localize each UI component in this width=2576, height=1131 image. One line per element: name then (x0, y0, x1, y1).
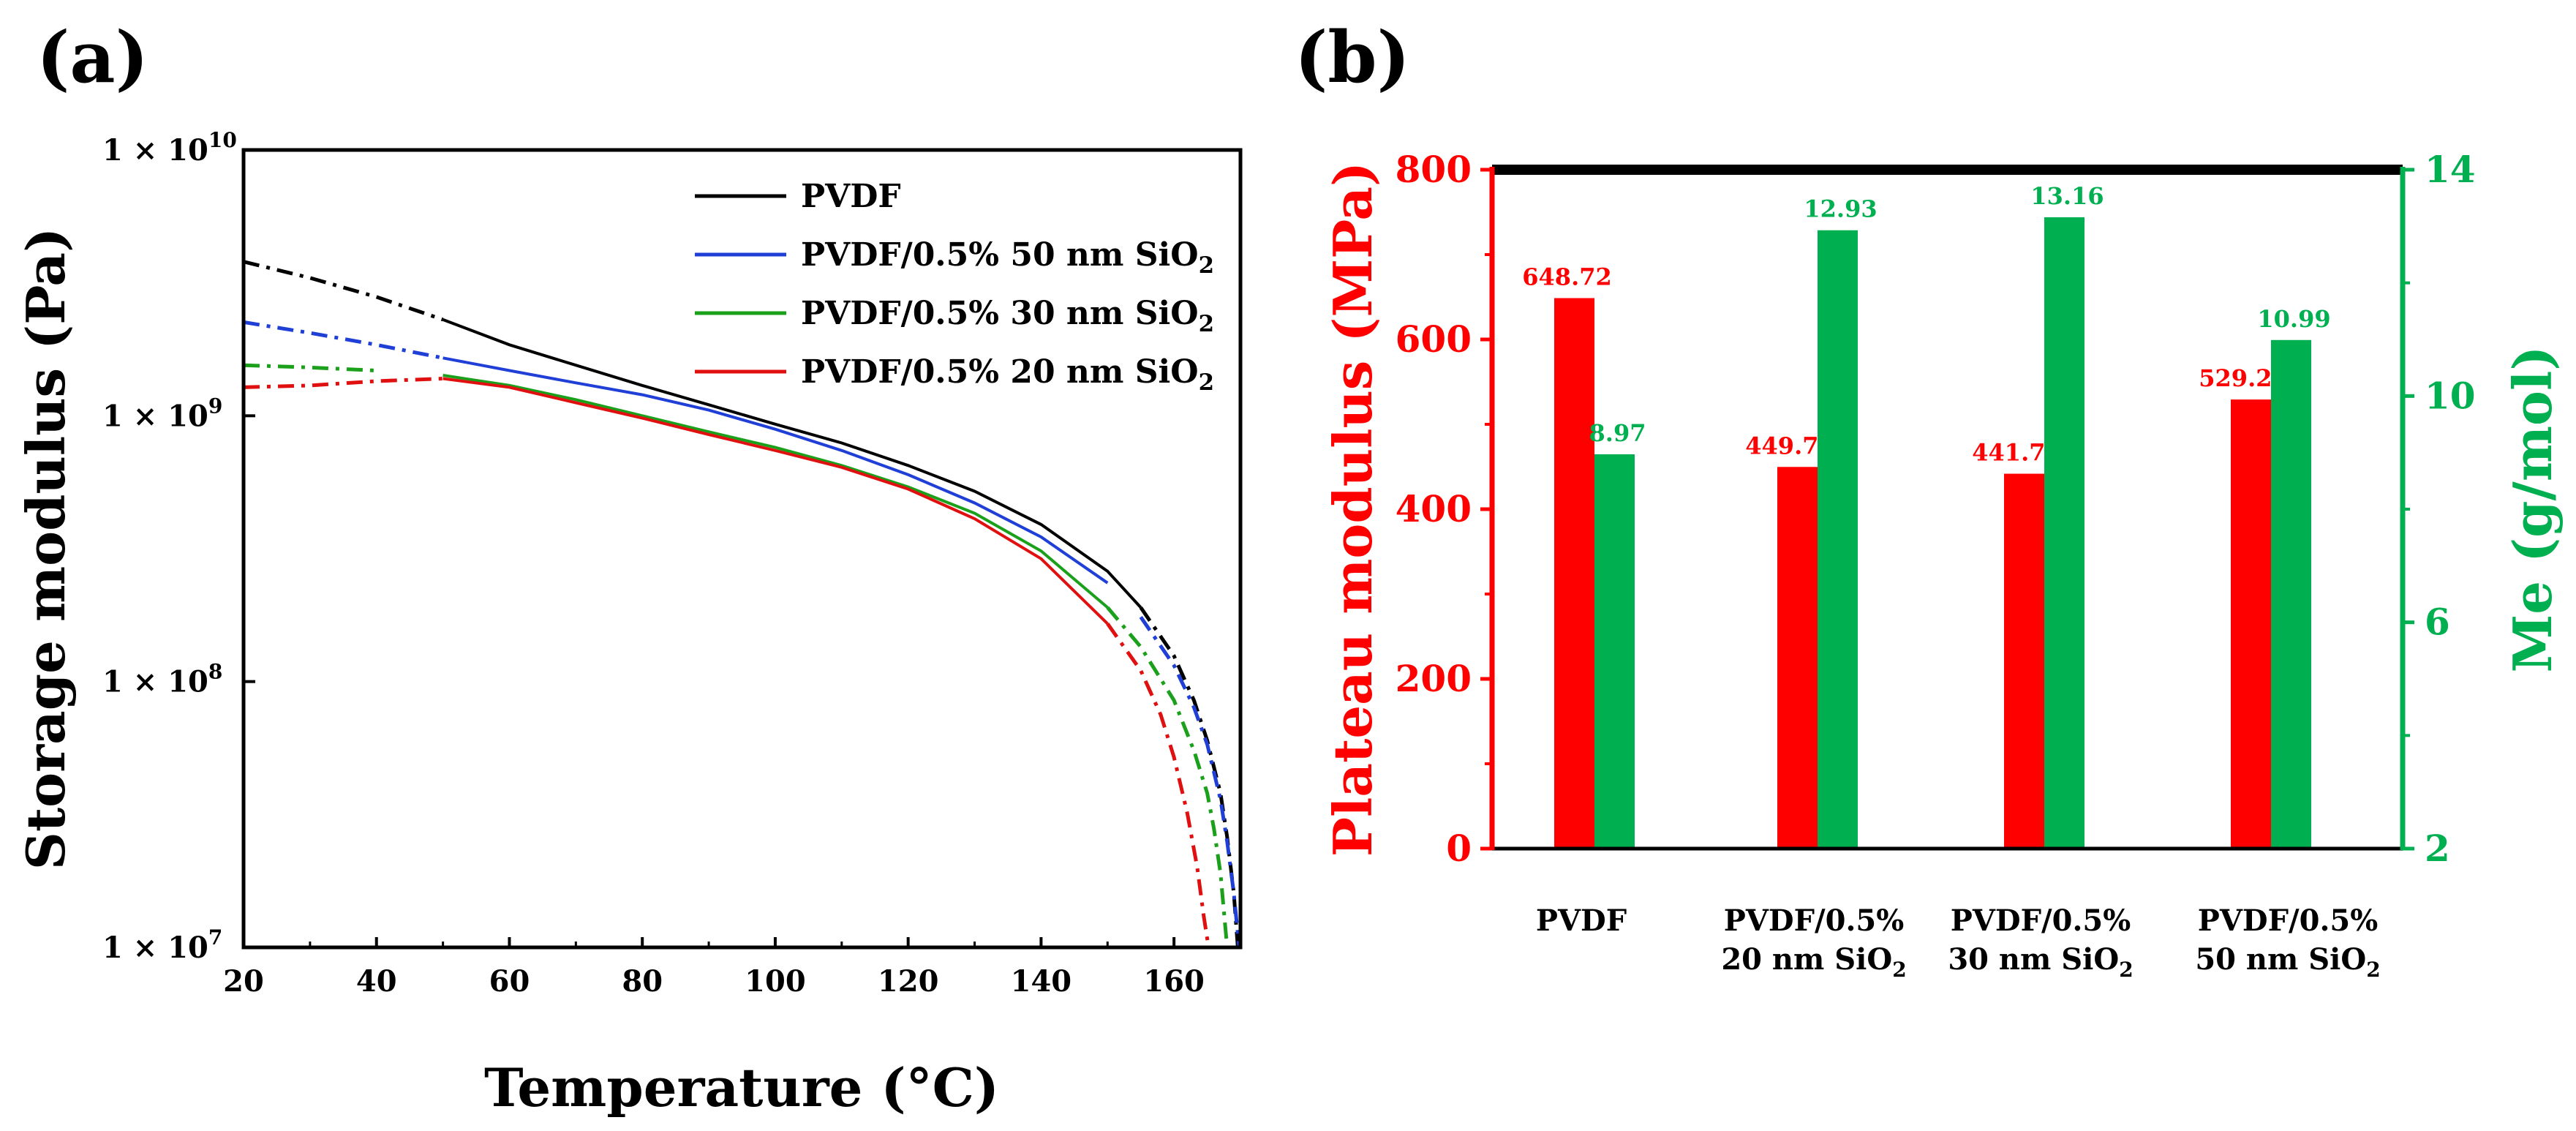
panel-b-left-axis-label: Plateau modulus (MPa) (1322, 162, 1384, 857)
y-tick-exponent: 9 (208, 394, 222, 418)
x-tick-label: 80 (622, 964, 663, 999)
category-label-line1: PVDF/0.5% (2198, 903, 2378, 938)
legend-label-main: PVDF/0.5% 50 nm SiO (801, 236, 1199, 274)
panel-a-plot-frame (241, 148, 1243, 950)
series-line-end-4 (1106, 623, 1210, 947)
series-line-mid-2 (442, 356, 1109, 585)
y-tick-base: 1 × 10 (102, 931, 208, 965)
x-tick-label: 120 (878, 964, 939, 999)
bar-me (1594, 454, 1635, 849)
y-tick-exponent: 8 (208, 660, 222, 684)
legend-label: PVDF/0.5% 30 nm SiO2 (801, 295, 1214, 337)
bar-me (2044, 217, 2084, 849)
y-tick-base: 1 × 10 (102, 665, 208, 699)
left-tick-label: 200 (1396, 657, 1472, 700)
legend-label-main: PVDF (801, 178, 901, 215)
x-tick-label: 160 (1143, 964, 1205, 999)
data-label-me: 13.16 (2030, 182, 2104, 210)
series-line-end-2 (1139, 615, 1240, 947)
x-tick-label: 40 (356, 964, 397, 999)
bar-plateau-modulus (1554, 298, 1594, 849)
y-tick-label: 1 × 107 (102, 925, 222, 965)
x-tick-label: 20 (223, 964, 264, 999)
left-tick-label: 600 (1396, 317, 1472, 361)
right-tick-label: 10 (2425, 374, 2476, 417)
series-line-end-1 (1139, 606, 1240, 947)
data-label-plateau-modulus: 648.72 (1522, 263, 1611, 290)
category-label-line1: PVDF/0.5% (1951, 903, 2131, 938)
category-label-line2: 30 nm SiO2 (1948, 942, 2133, 982)
series-line-start-3 (244, 363, 377, 372)
panel-b-left-ticks: 0 200 400 600 800 (1396, 148, 1492, 870)
data-label-me: 10.99 (2257, 305, 2330, 333)
bar-plateau-modulus (1777, 467, 1818, 849)
panel-b-right-ticks: 2 6 10 14 (2403, 148, 2476, 870)
panel-a-x-axis-label: Temperature (°C) (484, 1056, 999, 1119)
y-tick-base: 1 × 10 (102, 399, 208, 433)
series-line-mid-4 (442, 377, 1109, 625)
y-tick-label: 1 × 108 (102, 660, 222, 699)
bar-me (1818, 230, 1858, 849)
series-line-end-3 (1106, 606, 1229, 947)
series-line-mid-1 (442, 318, 1142, 609)
series-line-start-1 (244, 260, 444, 322)
legend-label-main: PVDF/0.5% 30 nm SiO (801, 295, 1199, 332)
x-tick-label: 100 (745, 964, 806, 999)
category-label-line2-subscript: 2 (1892, 958, 1906, 982)
right-tick-label: 2 (2425, 827, 2450, 870)
data-label-me: 12.93 (1804, 195, 1877, 223)
category-label-line2-subscript: 2 (2366, 958, 2380, 982)
category-label-line2-main: 30 nm SiO (1948, 942, 2119, 977)
legend-label-subscript: 2 (1199, 252, 1214, 279)
y-tick-label: 1 × 109 (102, 394, 222, 433)
left-tick-label: 400 (1396, 487, 1472, 530)
panel-b: (b) 648.728.97 449.7612.93441.7813.16529.… (1295, 16, 2564, 982)
y-tick-label: 1 × 1010 (102, 128, 237, 168)
x-tick-label: 60 (489, 964, 530, 999)
category-label-line2-main: 50 nm SiO (2195, 942, 2366, 977)
panel-a-x-ticks: 20 40 60 80 100 120 140 160 (223, 937, 1205, 999)
panel-b-label: (b) (1295, 16, 1410, 99)
y-tick-exponent: 7 (208, 925, 222, 950)
panel-b-bars: 648.728.97 449.7612.93441.7813.16529.2210… (1522, 182, 2331, 849)
legend-label-main: PVDF/0.5% 20 nm SiO (801, 353, 1199, 391)
series-line-start-2 (244, 320, 444, 360)
y-tick-base: 1 × 10 (102, 133, 208, 168)
panel-a-y-axis-label: Storage modulus (Pa) (15, 228, 77, 870)
right-tick-label: 6 (2425, 601, 2450, 644)
category-label-line2-main: 20 nm SiO (1721, 942, 1892, 977)
series-line-mid-3 (442, 374, 1109, 609)
panel-a-label: (a) (37, 16, 148, 99)
legend-label-subscript: 2 (1199, 311, 1214, 337)
bar-me (2271, 339, 2311, 849)
legend-label: PVDF (801, 178, 901, 215)
bar-plateau-modulus (2231, 399, 2271, 849)
data-label-me: 8.97 (1589, 419, 1646, 447)
legend-label: PVDF/0.5% 20 nm SiO2 (801, 353, 1214, 396)
series-line-start-4 (244, 377, 443, 389)
category-label-line1: PVDF/0.5% (1724, 903, 1904, 938)
category-label-line2-subscript: 2 (2119, 958, 2133, 982)
category-label-line2: 20 nm SiO2 (1721, 942, 1906, 982)
right-tick-label: 14 (2425, 148, 2476, 191)
x-tick-label: 140 (1011, 964, 1072, 999)
panel-a-series (244, 260, 1240, 947)
left-tick-label: 0 (1446, 827, 1472, 870)
category-label-line2: 50 nm SiO2 (2195, 942, 2380, 982)
bar-plateau-modulus (2004, 473, 2044, 849)
legend-label: PVDF/0.5% 50 nm SiO2 (801, 236, 1214, 279)
legend-label-subscript: 2 (1199, 369, 1214, 396)
category-label-line1: PVDF (1536, 903, 1627, 938)
left-tick-label: 800 (1396, 148, 1472, 191)
y-tick-exponent: 10 (208, 128, 237, 152)
panel-b-right-axis-label: Me (g/mol) (2501, 346, 2564, 673)
